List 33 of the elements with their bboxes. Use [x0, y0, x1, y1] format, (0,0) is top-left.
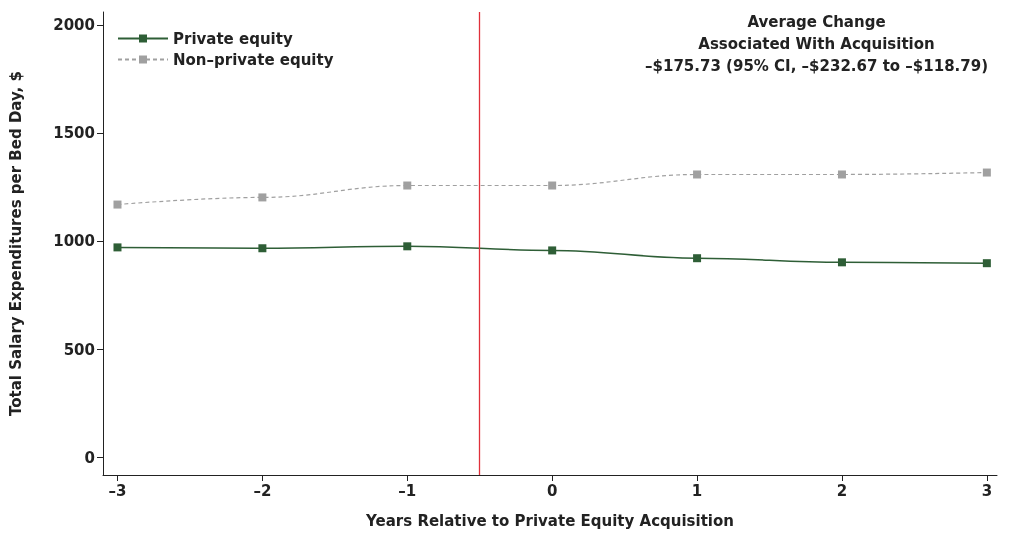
- x-tick-label: 2: [836, 481, 848, 500]
- annotation: Associated With Acquisition: [698, 34, 935, 53]
- annotation: –$175.73 (95% CI, –$232.67 to –$118.79): [645, 56, 988, 75]
- y-tick-label: 500: [63, 340, 95, 359]
- y-axis-title: Total Salary Expenditures per Bed Day, $: [6, 71, 25, 416]
- x-tick-label: 3: [981, 481, 993, 500]
- annotation: Average Change: [747, 12, 886, 31]
- legend-label: Non–private equity: [173, 50, 334, 69]
- point: [837, 258, 846, 267]
- x-tick-label: 0: [546, 481, 558, 500]
- point: [113, 200, 122, 209]
- point: [548, 246, 557, 255]
- point: [113, 243, 122, 252]
- y-tick-label: 0: [84, 448, 95, 467]
- y-tick-label: 2000: [53, 15, 95, 34]
- point: [258, 244, 267, 253]
- x-tick-label: –1: [398, 481, 417, 500]
- point: [982, 259, 991, 268]
- x-tick-label: –3: [108, 481, 127, 500]
- legend-label: Private equity: [173, 29, 293, 48]
- point: [837, 170, 846, 179]
- x-tick-label: 1: [691, 481, 703, 500]
- point: [403, 181, 412, 190]
- x-tick-label: –2: [253, 481, 272, 500]
- point: [548, 181, 557, 190]
- x-axis-title: Years Relative to Private Equity Acquisition: [365, 511, 734, 530]
- y-tick-label: 1500: [53, 124, 95, 143]
- point: [693, 254, 702, 263]
- point: [982, 168, 991, 177]
- point: [258, 193, 267, 202]
- point: [403, 242, 412, 251]
- y-tick-label: 1000: [53, 232, 95, 251]
- point: [693, 170, 702, 179]
